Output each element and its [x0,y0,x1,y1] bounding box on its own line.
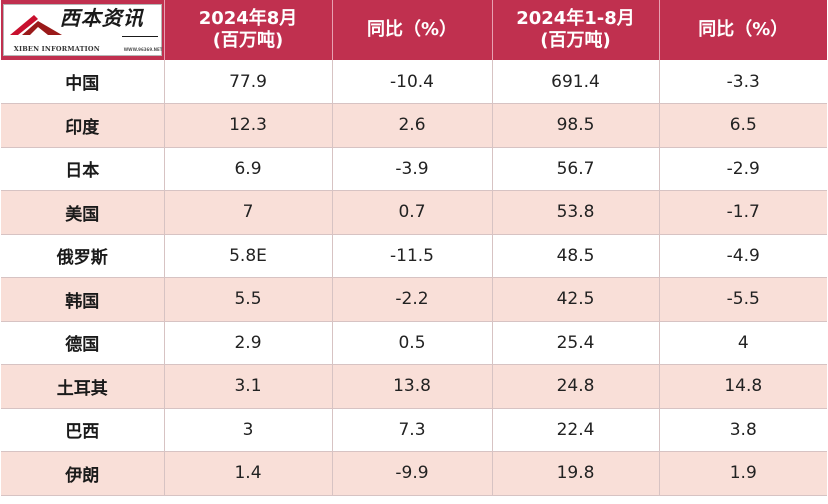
xiben-logo-mark [9,15,62,35]
table-body: 中国 77.9 -10.4 691.4 -3.3 印度 12.3 2.6 98.5 6.5 日本 6.… [1,60,827,496]
country-cell: 韩国 [1,277,165,322]
aug-yoy-cell: -11.5 [332,234,493,278]
ytd-yoy-cell: 1.9 [659,451,827,496]
aug-yoy-cell: 0.7 [332,190,493,235]
table-row: 巴西 3 7.3 22.4 3.8 [1,408,827,452]
header-aug-yoy: 同比（%） [332,0,493,60]
table-header-row: 西本资讯 XIBEN INFORMATION WWW.96369.NET 202… [1,0,827,60]
country-cell: 巴西 [1,408,165,452]
table-row: 韩国 5.5 -2.2 42.5 -5.5 [1,277,827,322]
logo-subtitle: XIBEN INFORMATION [13,45,100,53]
ytd-yoy-cell: -1.7 [659,190,827,235]
ytd-yoy-cell: 4 [659,321,827,365]
aug-yoy-cell: 7.3 [332,408,493,452]
ytd-output-cell: 56.7 [492,147,660,191]
table-row: 日本 6.9 -3.9 56.7 -2.9 [1,147,827,191]
ytd-yoy-cell: -3.3 [659,60,827,104]
aug-yoy-cell: -2.2 [332,277,493,322]
country-cell: 伊朗 [1,451,165,496]
aug-output-cell: 77.9 [164,60,333,104]
table-row: 美国 7 0.7 53.8 -1.7 [1,190,827,235]
xiben-logo: 西本资讯 XIBEN INFORMATION WWW.96369.NET [2,4,162,56]
ytd-output-cell: 19.8 [492,451,660,496]
country-cell: 美国 [1,190,165,235]
logo-underline [121,36,158,37]
aug-yoy-cell: 2.6 [332,103,493,148]
ytd-output-cell: 691.4 [492,60,660,104]
logo-title: 西本资讯 [59,6,144,30]
ytd-yoy-cell: -4.9 [659,234,827,278]
header-ytd-output: 2024年1-8月 (百万吨) [492,0,660,60]
aug-yoy-cell: -10.4 [332,60,493,104]
aug-yoy-cell: -9.9 [332,451,493,496]
ytd-yoy-cell: 14.8 [659,364,827,409]
ytd-output-cell: 42.5 [492,277,660,322]
aug-yoy-cell: 0.5 [332,321,493,365]
aug-output-cell: 5.8E [164,234,333,278]
country-cell: 中国 [1,60,165,104]
ytd-output-cell: 24.8 [492,364,660,409]
aug-output-cell: 12.3 [164,103,333,148]
aug-output-cell: 5.5 [164,277,333,322]
aug-yoy-cell: -3.9 [332,147,493,191]
ytd-yoy-cell: -2.9 [659,147,827,191]
aug-output-cell: 3.1 [164,364,333,409]
table-row: 俄罗斯 5.8E -11.5 48.5 -4.9 [1,234,827,278]
aug-output-cell: 6.9 [164,147,333,191]
logo-url: WWW.96369.NET [123,47,163,52]
ytd-yoy-cell: -5.5 [659,277,827,322]
logo-cell: 西本资讯 XIBEN INFORMATION WWW.96369.NET [1,0,165,60]
ytd-output-cell: 98.5 [492,103,660,148]
table-row: 印度 12.3 2.6 98.5 6.5 [1,103,827,148]
aug-output-cell: 7 [164,190,333,235]
ytd-output-cell: 25.4 [492,321,660,365]
aug-output-cell: 3 [164,408,333,452]
table-row: 土耳其 3.1 13.8 24.8 14.8 [1,364,827,409]
header-ytd-yoy: 同比（%） [659,0,827,60]
ytd-output-cell: 48.5 [492,234,660,278]
header-ytd-output-line2: (百万吨) [540,30,611,51]
ytd-yoy-cell: 3.8 [659,408,827,452]
ytd-output-cell: 22.4 [492,408,660,452]
header-aug-output: 2024年8月 (百万吨) [164,0,333,60]
country-cell: 印度 [1,103,165,148]
header-aug-output-line2: (百万吨) [212,30,284,51]
header-ytd-output-line1: 2024年1-8月 [516,8,635,29]
country-cell: 德国 [1,321,165,365]
ytd-output-cell: 53.8 [492,190,660,235]
aug-output-cell: 1.4 [164,451,333,496]
country-cell: 日本 [1,147,165,191]
table-row: 中国 77.9 -10.4 691.4 -3.3 [1,60,827,104]
country-cell: 俄罗斯 [1,234,165,278]
aug-output-cell: 2.9 [164,321,333,365]
ytd-yoy-cell: 6.5 [659,103,827,148]
table-row: 伊朗 1.4 -9.9 19.8 1.9 [1,451,827,496]
table-row: 德国 2.9 0.5 25.4 4 [1,321,827,365]
header-aug-output-line1: 2024年8月 [198,8,298,29]
aug-yoy-cell: 13.8 [332,364,493,409]
country-cell: 土耳其 [1,364,165,409]
